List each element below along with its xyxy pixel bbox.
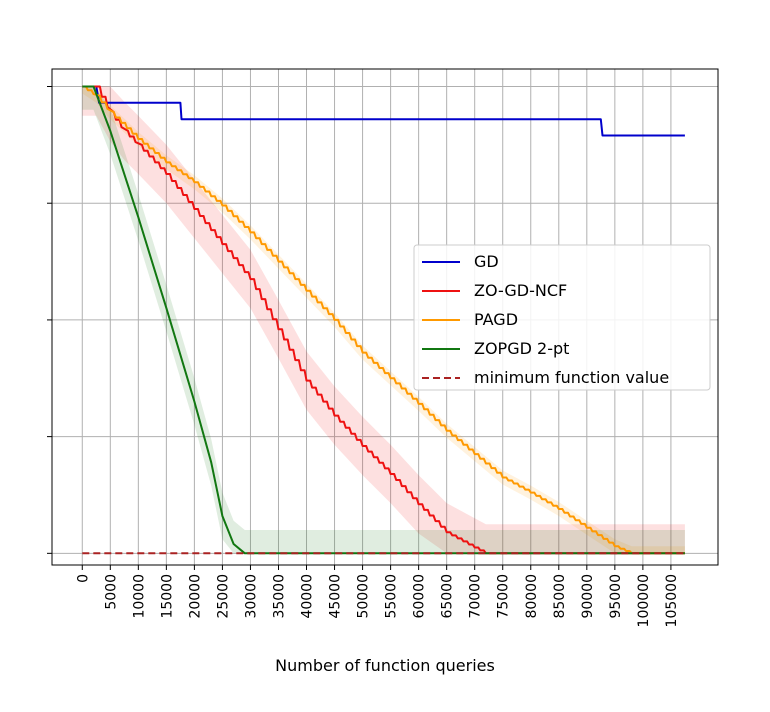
x-tick-label: 35000 (271, 574, 287, 619)
confidence-bands (82, 86, 685, 554)
x-tick-label: 105000 (664, 574, 680, 627)
x-tick-label: 80000 (524, 574, 540, 619)
x-tick-label: 85000 (552, 574, 568, 619)
x-tick-label: 95000 (608, 574, 624, 619)
legend-label: minimum function value (474, 368, 669, 387)
x-tick-label: 70000 (468, 574, 484, 619)
x-tick-label: 30000 (243, 574, 259, 619)
x-tick-label: 15000 (159, 574, 175, 619)
legend-label: PAGD (474, 310, 518, 329)
x-axis: 0 5000 10000 15000 20000 25000 30000 35000 40000… (75, 565, 680, 627)
x-tick-label: 100000 (636, 574, 652, 627)
x-tick-label: 20000 (187, 574, 203, 619)
series-line (82, 85, 685, 555)
series-lines (82, 85, 685, 555)
x-tick-label: 60000 (412, 574, 428, 619)
legend-label: GD (474, 252, 499, 271)
series-line (82, 85, 685, 555)
legend-box (413, 244, 711, 391)
x-tick-label: 10000 (131, 574, 147, 619)
legend-label: ZOPGD 2-pt (474, 339, 569, 358)
series-line (82, 85, 685, 137)
x-tick-label: 5000 (103, 574, 119, 610)
x-tick-label: 40000 (300, 574, 316, 619)
x-tick-label: 25000 (215, 574, 231, 619)
x-tick-label: 75000 (496, 574, 512, 619)
x-tick-label: 50000 (356, 574, 372, 619)
x-tick-label: 65000 (440, 574, 456, 619)
x-tick-label: 55000 (384, 574, 400, 619)
x-axis-label: Number of function queries (275, 656, 495, 675)
plot-frame (51, 68, 719, 566)
x-tick-label: 45000 (328, 574, 344, 619)
y-axis (47, 86, 52, 554)
series-line (82, 85, 685, 555)
x-tick-label: 0 (75, 574, 91, 583)
confidence-band (82, 86, 685, 554)
x-tick-label: 90000 (580, 574, 596, 619)
legend: GD ZO-GD-NCF PAGD ZOPGD 2-pt minimum functio… (413, 244, 711, 391)
legend-label: ZO-GD-NCF (474, 281, 567, 300)
